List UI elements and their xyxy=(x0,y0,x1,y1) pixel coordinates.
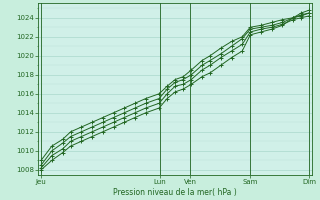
X-axis label: Pression niveau de la mer( hPa ): Pression niveau de la mer( hPa ) xyxy=(113,188,237,197)
